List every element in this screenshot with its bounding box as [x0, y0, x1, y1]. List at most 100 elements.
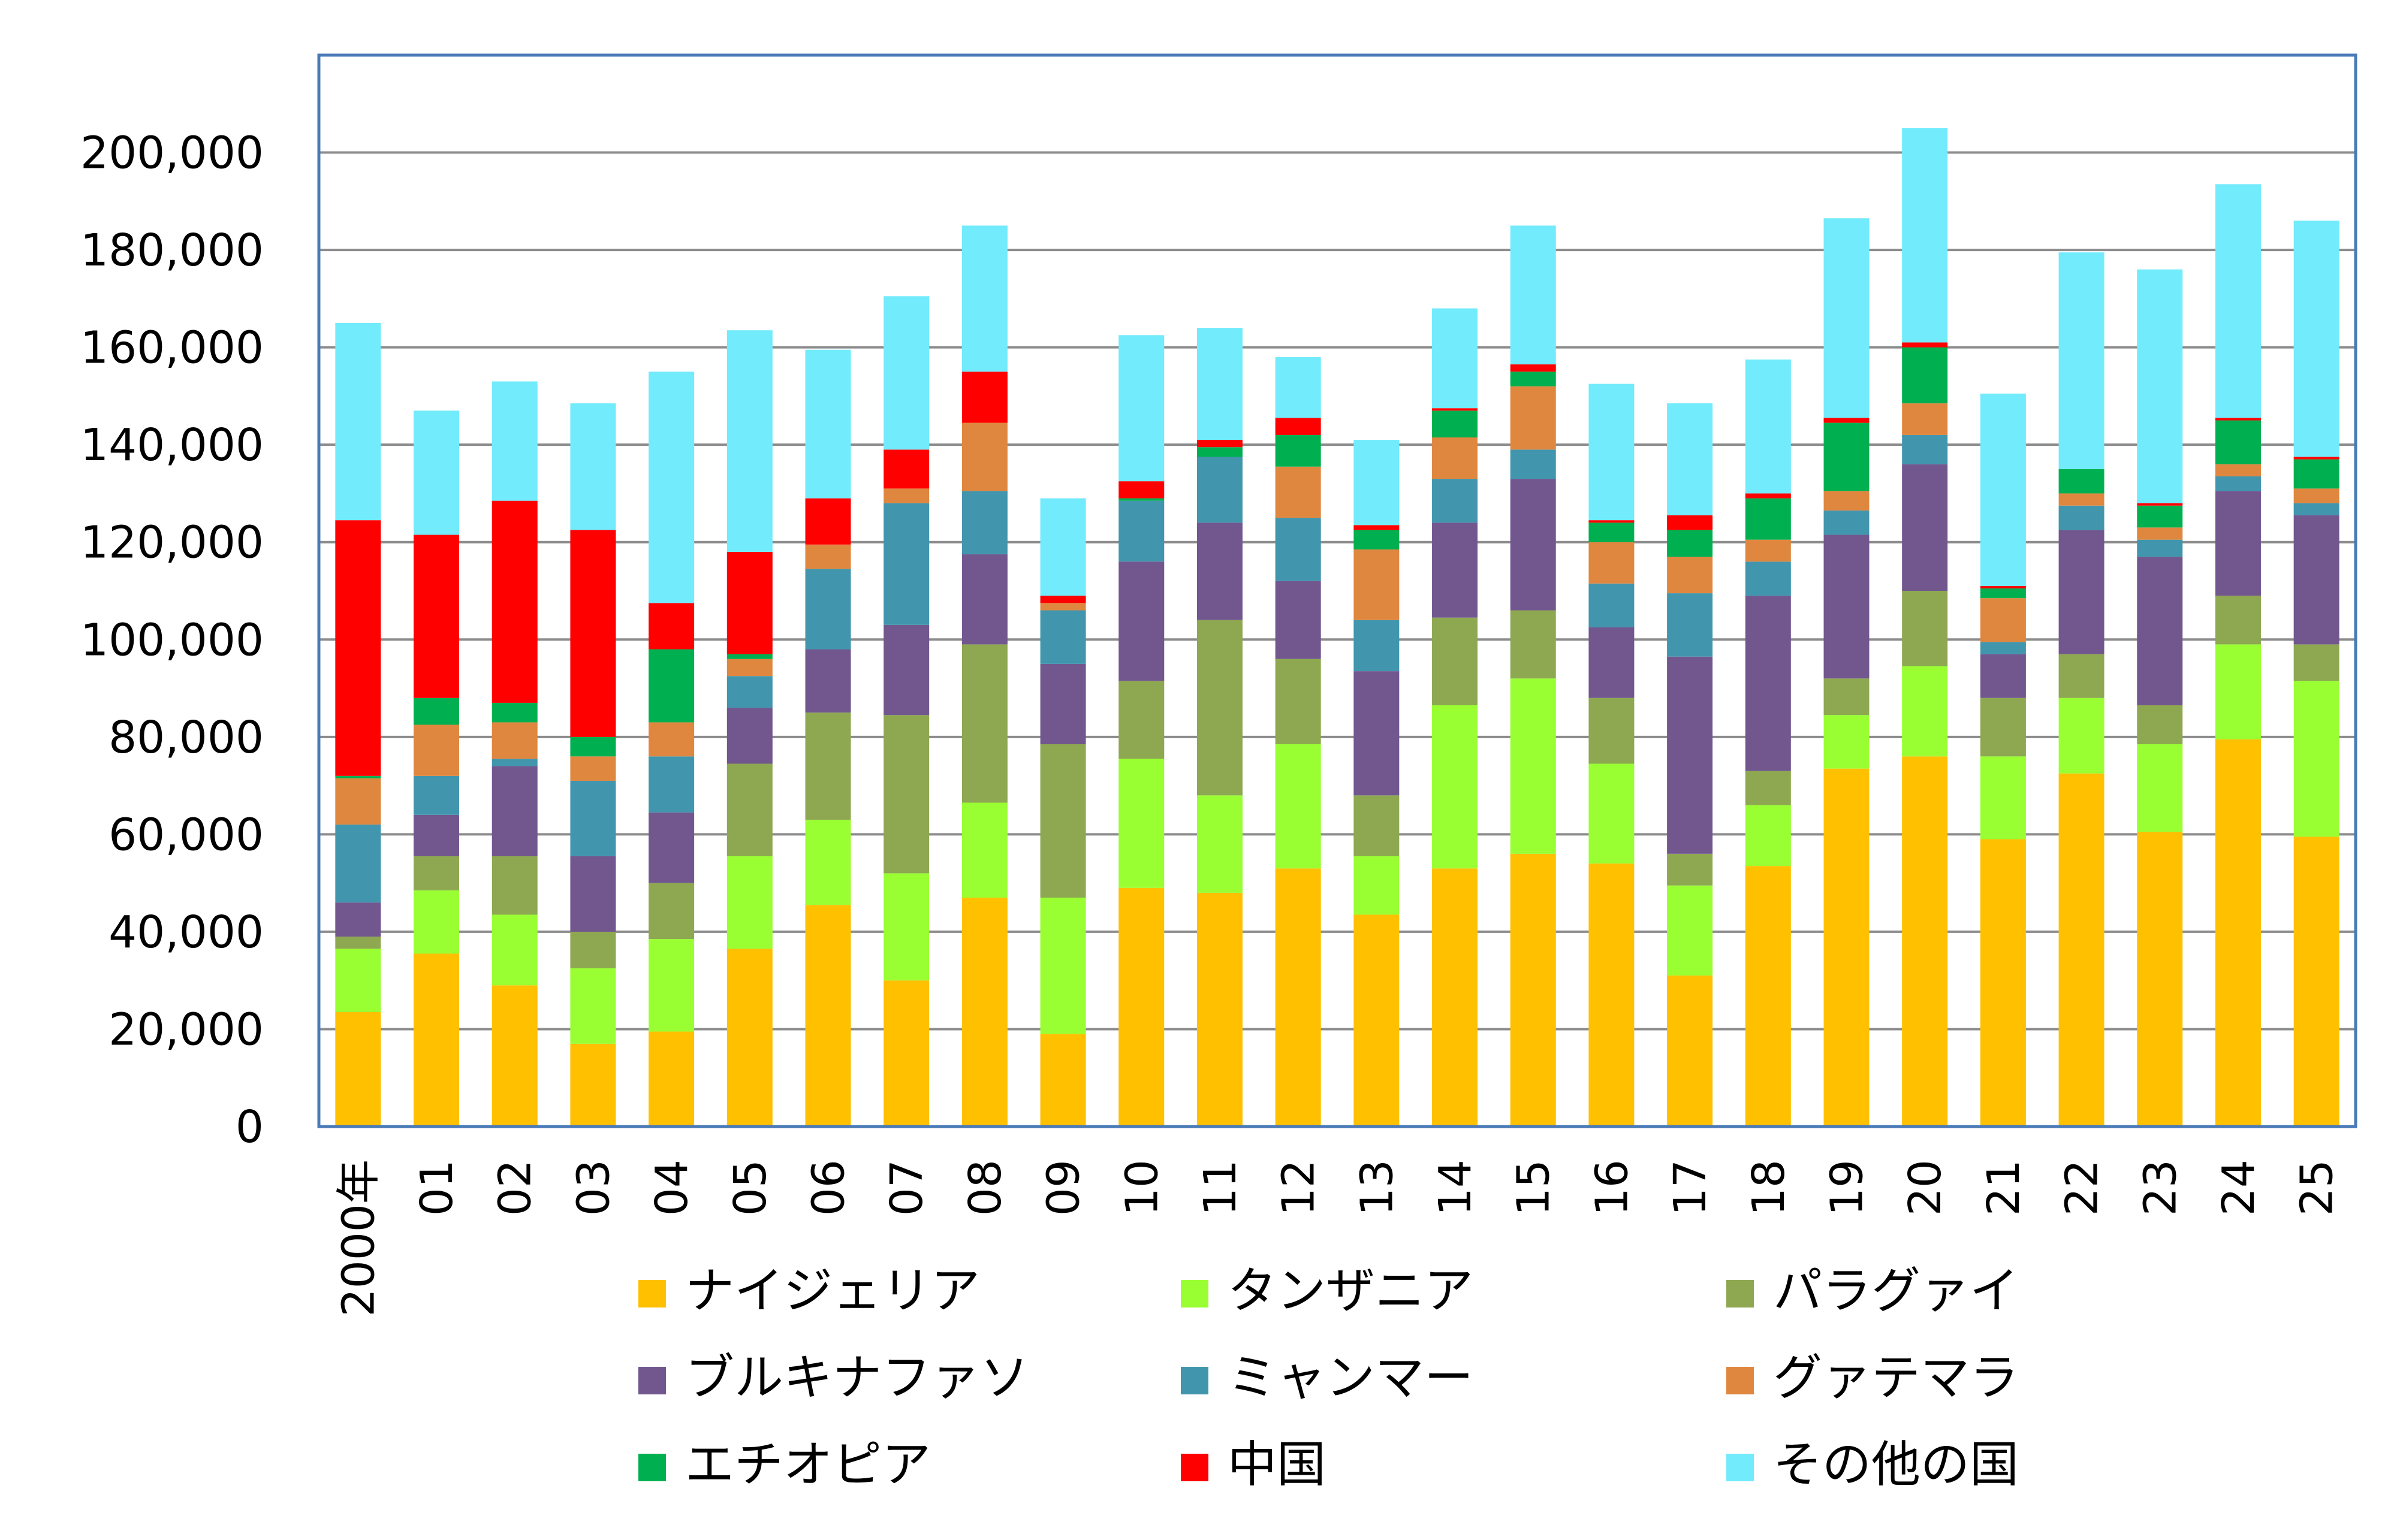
bar-segment [1118, 335, 1165, 482]
bar-segment [570, 403, 616, 530]
bar-segment [1353, 671, 1400, 796]
bar-segment [961, 898, 1008, 1127]
y-tick-label: 160,000 [80, 322, 264, 374]
bar-segment [1588, 583, 1635, 627]
bar-segment [1040, 610, 1086, 664]
bar-segment [961, 491, 1008, 555]
bar-segment [492, 722, 538, 759]
legend-label: エチオピア [685, 1436, 931, 1493]
bar-segment [2293, 503, 2339, 516]
bar-segment [2293, 681, 2339, 837]
bar-segment [1118, 498, 1165, 501]
y-axis-tick-labels: 0 20,000 40,000 60,000 80,000 100,000 120,000 1… [80, 128, 264, 1153]
bar-segment [1118, 481, 1165, 499]
bar-segment [726, 654, 773, 659]
bar-segment [1588, 863, 1635, 1127]
bar-segment [726, 708, 773, 764]
bar-segment [570, 856, 616, 932]
bar-segment [492, 766, 538, 856]
bar-segment [649, 603, 695, 650]
bar-segment [492, 985, 538, 1127]
bar-segment [335, 949, 381, 1013]
bar-segment [335, 778, 381, 825]
bar-segment [1196, 795, 1243, 893]
bar-segment [1196, 447, 1243, 457]
bar-segment [884, 503, 930, 625]
x-tick-label: 17 [1665, 1159, 1716, 1216]
bar-segment [2137, 744, 2183, 832]
bar-segment [2058, 773, 2104, 1127]
x-tick-label: 12 [1273, 1159, 1325, 1216]
bar-segment [884, 449, 930, 489]
bar-segment [2058, 697, 2104, 774]
bar-segment [492, 500, 538, 703]
bar-segment [1432, 410, 1478, 437]
bar-segment [2058, 469, 2104, 494]
bar-segment [961, 372, 1008, 423]
bar-segment [1588, 697, 1635, 764]
bar-segment [726, 949, 773, 1127]
bar-segment [2215, 184, 2261, 418]
bar-segment [649, 812, 695, 883]
bar-segment [1667, 976, 1713, 1127]
bar-segment [1275, 581, 1321, 659]
bar-segment [1353, 440, 1400, 526]
bar-segment [1510, 225, 1556, 365]
bar-segment [961, 802, 1008, 898]
bar-segment [414, 410, 460, 535]
bar-segment [1823, 510, 1870, 535]
bar-segment [1745, 498, 1791, 540]
bar-segment [1275, 434, 1321, 467]
y-tick-label: 200,000 [80, 128, 264, 179]
bar-segment [1980, 588, 2026, 599]
bar-segment [1040, 663, 1086, 745]
bar-segment [335, 937, 381, 949]
bar-segment [1275, 659, 1321, 745]
x-tick-label: 08 [960, 1159, 1011, 1216]
bar-segment [961, 225, 1008, 372]
bar-segment [1432, 617, 1478, 705]
bar-segment [1980, 642, 2026, 654]
bar-segment [1118, 681, 1165, 759]
bar-segment [1980, 598, 2026, 642]
bar-segment [2137, 705, 2183, 745]
x-tick-label: 24 [2213, 1159, 2265, 1216]
y-tick-label: 120,000 [80, 517, 264, 569]
x-tick-label: 18 [1743, 1159, 1795, 1216]
bar-segment [1823, 715, 1870, 769]
x-tick-label: 25 [2292, 1159, 2343, 1216]
bar-segment [1510, 372, 1556, 386]
bar-segment [1588, 520, 1635, 523]
legend-label: ブルキナファソ [685, 1349, 1029, 1406]
y-tick-label: 0 [236, 1101, 264, 1153]
bar-segment [1667, 593, 1713, 657]
bar-segment [1196, 523, 1243, 620]
bar-segment [1980, 756, 2026, 840]
bar-segment [2293, 515, 2339, 645]
bar-segment [1353, 914, 1400, 1127]
bar-segment [1823, 678, 1870, 715]
bar-segment [726, 763, 773, 856]
bar-segment [2293, 457, 2339, 460]
bar-segment [1588, 384, 1635, 521]
bar-segment [1432, 868, 1478, 1127]
bar-segment [1745, 771, 1791, 805]
bar-segment [726, 676, 773, 708]
bar-segment [1196, 620, 1243, 796]
legend-label: グァテマラ [1773, 1349, 2019, 1406]
bar-segment [1823, 535, 1870, 679]
bar-segment [961, 554, 1008, 645]
bar-segment [1667, 853, 1713, 886]
bar-segment [1980, 585, 2026, 588]
bar-segment [1196, 440, 1243, 448]
bar-segment [1980, 697, 2026, 757]
bar-segment [649, 372, 695, 603]
legend-swatch [1181, 1280, 1208, 1308]
bar-segment [2215, 476, 2261, 491]
legend-label: タンザニア [1228, 1263, 1473, 1319]
x-tick-label: 07 [881, 1159, 933, 1216]
bar-segment [414, 724, 460, 776]
bar-segment [2137, 557, 2183, 705]
bar-segment [805, 349, 851, 499]
bar-segment [335, 1012, 381, 1127]
